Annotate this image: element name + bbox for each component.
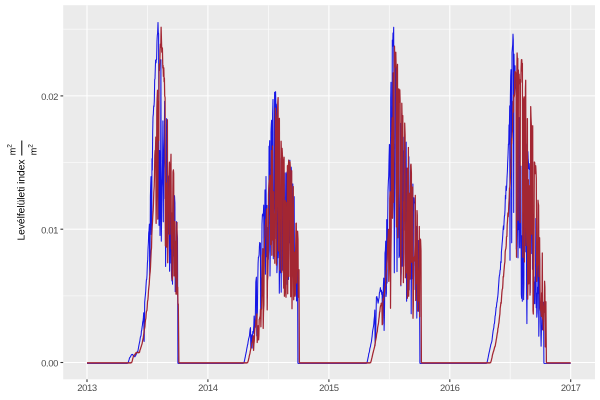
svg-text:2014: 2014 xyxy=(198,383,218,394)
svg-text:0.01: 0.01 xyxy=(41,225,58,236)
svg-text:m2: m2 xyxy=(28,144,39,156)
svg-text:2016: 2016 xyxy=(440,383,460,394)
svg-text:0.02: 0.02 xyxy=(41,92,58,103)
svg-text:m2: m2 xyxy=(7,144,18,156)
svg-text:0.00: 0.00 xyxy=(41,359,58,370)
svg-text:2015: 2015 xyxy=(319,383,339,394)
svg-text:2013: 2013 xyxy=(77,383,97,394)
svg-text:Levélfelületi index: Levélfelületi index xyxy=(16,160,27,241)
svg-text:2017: 2017 xyxy=(561,383,581,394)
